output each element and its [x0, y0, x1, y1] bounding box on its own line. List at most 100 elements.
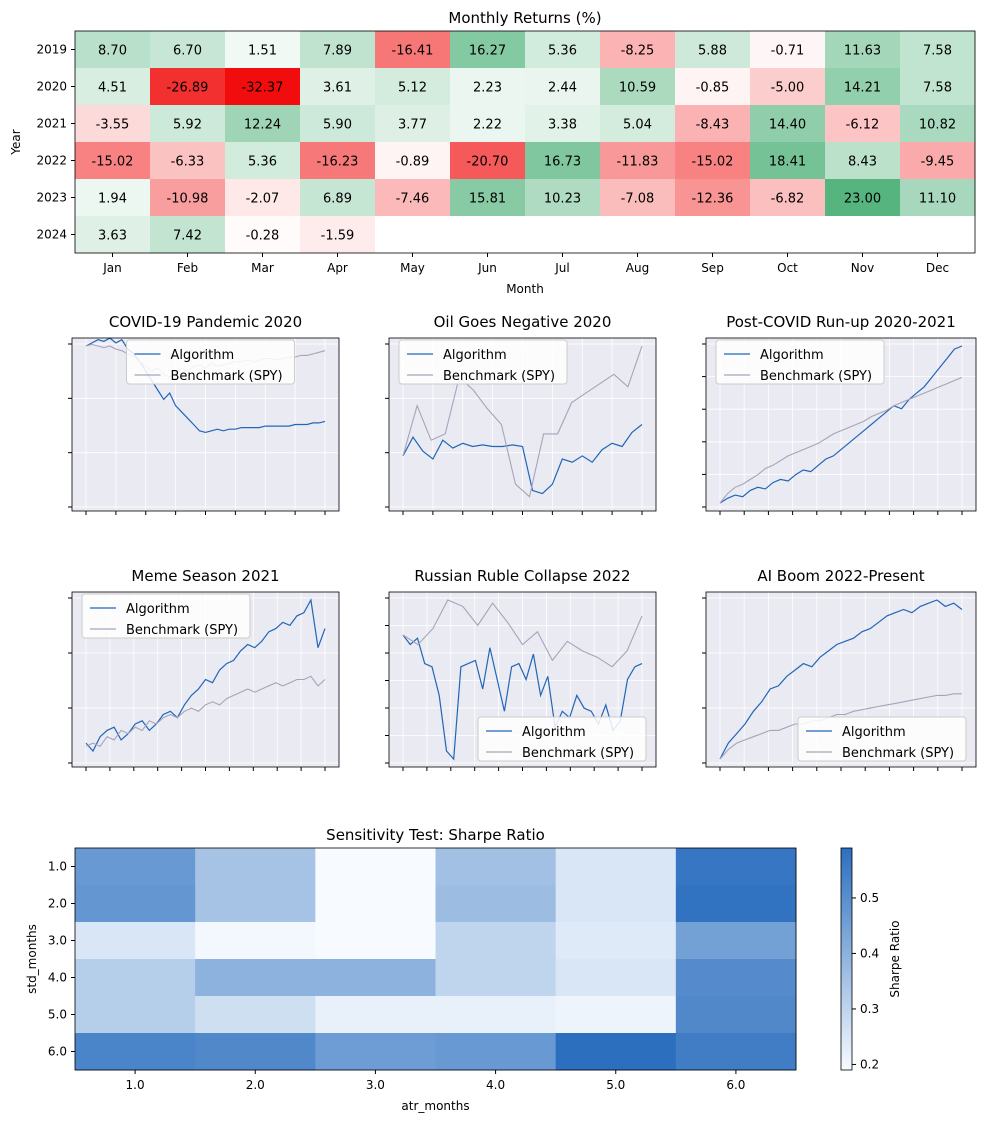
- cell-value-label: 7.58: [923, 44, 952, 59]
- heatmap-cell: [75, 959, 196, 997]
- heatmap-cell: [600, 216, 676, 254]
- heatmap-cell: [825, 105, 901, 143]
- heatmap-cell: [450, 216, 526, 254]
- cell-value-label: -8.25: [621, 44, 655, 59]
- cell-value-label: -16.23: [317, 155, 359, 170]
- heatmap-cell: [75, 68, 151, 106]
- cell-value-label: -8.43: [696, 118, 730, 133]
- heatmap-cell: [75, 922, 196, 960]
- x-tick-label: Mar: [251, 261, 274, 275]
- heatmap-cell: [750, 216, 826, 254]
- legend-label: Benchmark (SPY): [760, 369, 872, 384]
- heatmap-cell: [315, 1033, 436, 1071]
- cell-value-label: 2.23: [473, 81, 502, 96]
- heatmap-cell: [75, 848, 196, 886]
- algorithm-series-line: [85, 337, 326, 434]
- heatmap-cell: [450, 142, 526, 180]
- heatmap-cell: [525, 68, 601, 106]
- heatmap-cell: [315, 848, 436, 886]
- cell-value-label: -0.85: [696, 81, 730, 96]
- chart-title: Russian Ruble Collapse 2022: [414, 567, 630, 585]
- cell-value-label: -6.12: [846, 118, 880, 133]
- x-tick-label: 4.0: [486, 1078, 505, 1092]
- heatmap-cell: [195, 959, 316, 997]
- cell-value-label: 5.36: [248, 155, 277, 170]
- heatmap-cell: [675, 922, 797, 960]
- chart-title: Post-COVID Run-up 2020-2021: [726, 313, 956, 331]
- cell-value-label: 12.24: [244, 118, 281, 133]
- y-tick-label: 2022: [36, 154, 67, 168]
- heatmap-cell: [600, 179, 676, 217]
- sensitivity-title: Sensitivity Test: Sharpe Ratio: [326, 826, 545, 844]
- heatmap-cell: [75, 1033, 196, 1071]
- cell-value-label: 16.27: [469, 44, 506, 59]
- cell-value-label: 14.21: [844, 81, 881, 96]
- x-tick-label: Aug: [626, 261, 649, 275]
- heatmap-cell: [750, 68, 826, 106]
- heatmap-cell: [450, 179, 526, 217]
- heatmap-cell: [750, 105, 826, 143]
- heatmap-cell: [225, 105, 301, 143]
- legend-box: [81, 593, 251, 639]
- cell-value-label: 5.90: [323, 118, 352, 133]
- heatmap-cell: [600, 142, 676, 180]
- y-tick-label: 2023: [36, 191, 67, 205]
- heatmap-cell: [300, 142, 376, 180]
- cell-value-label: 10.59: [619, 81, 656, 96]
- heatmap-cell: [75, 105, 151, 143]
- cell-value-label: -32.37: [242, 81, 284, 96]
- heatmap-cell: [600, 105, 676, 143]
- heatmap-cell: [195, 1033, 316, 1071]
- heatmap-cell: [675, 105, 751, 143]
- cell-value-label: 8.70: [98, 44, 127, 59]
- plot-frame: [705, 591, 977, 768]
- benchmark-series-line: [402, 345, 643, 498]
- heatmap-cell: [75, 142, 151, 180]
- x-tick-label: Sep: [701, 261, 724, 275]
- heatmap-cell: [300, 105, 376, 143]
- chart-title: Oil Goes Negative 2020: [434, 313, 612, 331]
- legend-label: Benchmark (SPY): [443, 369, 555, 384]
- heatmap-cell: [450, 31, 526, 69]
- cell-value-label: -0.71: [771, 44, 805, 59]
- heatmap-cell: [525, 105, 601, 143]
- y-tick-label: 3.0: [48, 934, 67, 948]
- heatmap-cell: [675, 31, 751, 69]
- x-tick-label: 5.0: [606, 1078, 625, 1092]
- y-tick-label: 2021: [36, 117, 67, 131]
- heatmap-cell: [195, 885, 316, 923]
- heatmap-cell: [525, 31, 601, 69]
- benchmark-series-line: [719, 693, 962, 760]
- regime-chart: Russian Ruble Collapse 2022 Algorithm Benc…: [385, 567, 657, 771]
- legend-box: [477, 716, 647, 762]
- heatmap-cell: [225, 179, 301, 217]
- cell-value-label: 14.40: [769, 118, 806, 133]
- x-tick-label: Feb: [177, 261, 198, 275]
- y-tick-label: 5.0: [48, 1008, 67, 1022]
- heatmap-cell: [750, 31, 826, 69]
- plot-frame: [388, 591, 657, 768]
- x-tick-label: 3.0: [366, 1078, 385, 1092]
- heatmap-cell: [225, 142, 301, 180]
- cell-value-label: -5.00: [771, 81, 805, 96]
- chart-title: AI Boom 2022-Present: [757, 567, 924, 585]
- heatmap-cell: [195, 848, 316, 886]
- heatmap-cell: [435, 885, 557, 923]
- y-tick-label: 6.0: [48, 1045, 67, 1059]
- y-axis-label: std_months: [25, 924, 39, 994]
- cell-value-label: 16.73: [544, 155, 581, 170]
- cell-value-label: 10.82: [919, 118, 956, 133]
- cell-value-label: -7.08: [621, 192, 655, 207]
- chart-title: COVID-19 Pandemic 2020: [109, 313, 302, 331]
- y-tick-label: 2019: [36, 43, 67, 57]
- colorbar-tick-label: 0.4: [860, 946, 879, 960]
- cell-value-label: 1.51: [248, 44, 277, 59]
- y-tick-label: 2024: [36, 228, 67, 242]
- heatmap-cell: [225, 216, 301, 254]
- legend-label: Algorithm: [171, 348, 235, 363]
- monthly-returns-title: Monthly Returns (%): [448, 9, 601, 27]
- plot-frame: [71, 591, 340, 768]
- cell-value-label: -0.89: [396, 155, 430, 170]
- legend-label: Benchmark (SPY): [126, 623, 238, 638]
